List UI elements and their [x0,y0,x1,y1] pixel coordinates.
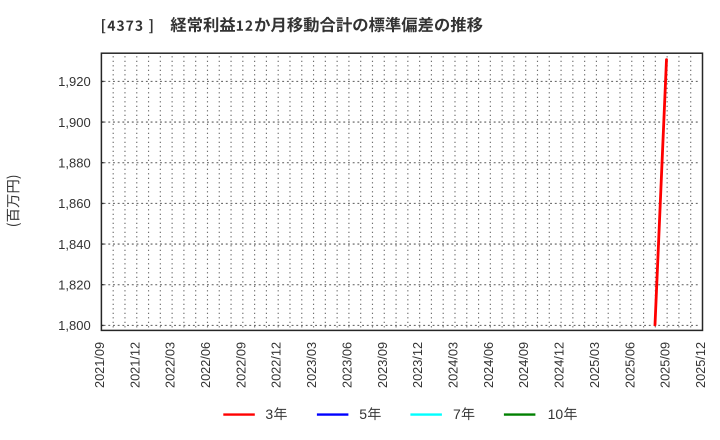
svg-text:1,840: 1,840 [58,237,91,252]
svg-text:10: 10 [548,406,564,422]
svg-text:2025/12: 2025/12 [693,342,708,388]
svg-text:2021/12: 2021/12 [127,342,142,388]
svg-text:2024/06: 2024/06 [481,342,496,388]
svg-text:5: 5 [359,406,367,422]
svg-text:2024/09: 2024/09 [516,342,531,388]
svg-text:2024/03: 2024/03 [445,342,460,388]
svg-text:2021/09: 2021/09 [92,342,107,388]
svg-text:2022/09: 2022/09 [233,342,248,388]
svg-text:1,860: 1,860 [58,196,91,211]
svg-text:3: 3 [265,406,273,422]
svg-text:2022/06: 2022/06 [198,342,213,388]
svg-text:2025/03: 2025/03 [587,342,602,388]
svg-text:2023/09: 2023/09 [375,342,390,388]
svg-text:2023/12: 2023/12 [410,342,425,388]
svg-text:2023/03: 2023/03 [304,342,319,388]
svg-text:2025/09: 2025/09 [658,342,673,388]
svg-text:2025/06: 2025/06 [622,342,637,388]
svg-text:2024/12: 2024/12 [552,342,567,388]
svg-text:2023/06: 2023/06 [339,342,354,388]
svg-text:1,920: 1,920 [58,74,91,89]
svg-text:2022/03: 2022/03 [163,342,178,388]
svg-text:7: 7 [453,406,461,422]
svg-text:1,900: 1,900 [58,115,91,130]
svg-text:1,880: 1,880 [58,156,91,171]
svg-text:2022/12: 2022/12 [269,342,284,388]
svg-text:1,800: 1,800 [58,318,91,333]
svg-text:1,820: 1,820 [58,278,91,293]
